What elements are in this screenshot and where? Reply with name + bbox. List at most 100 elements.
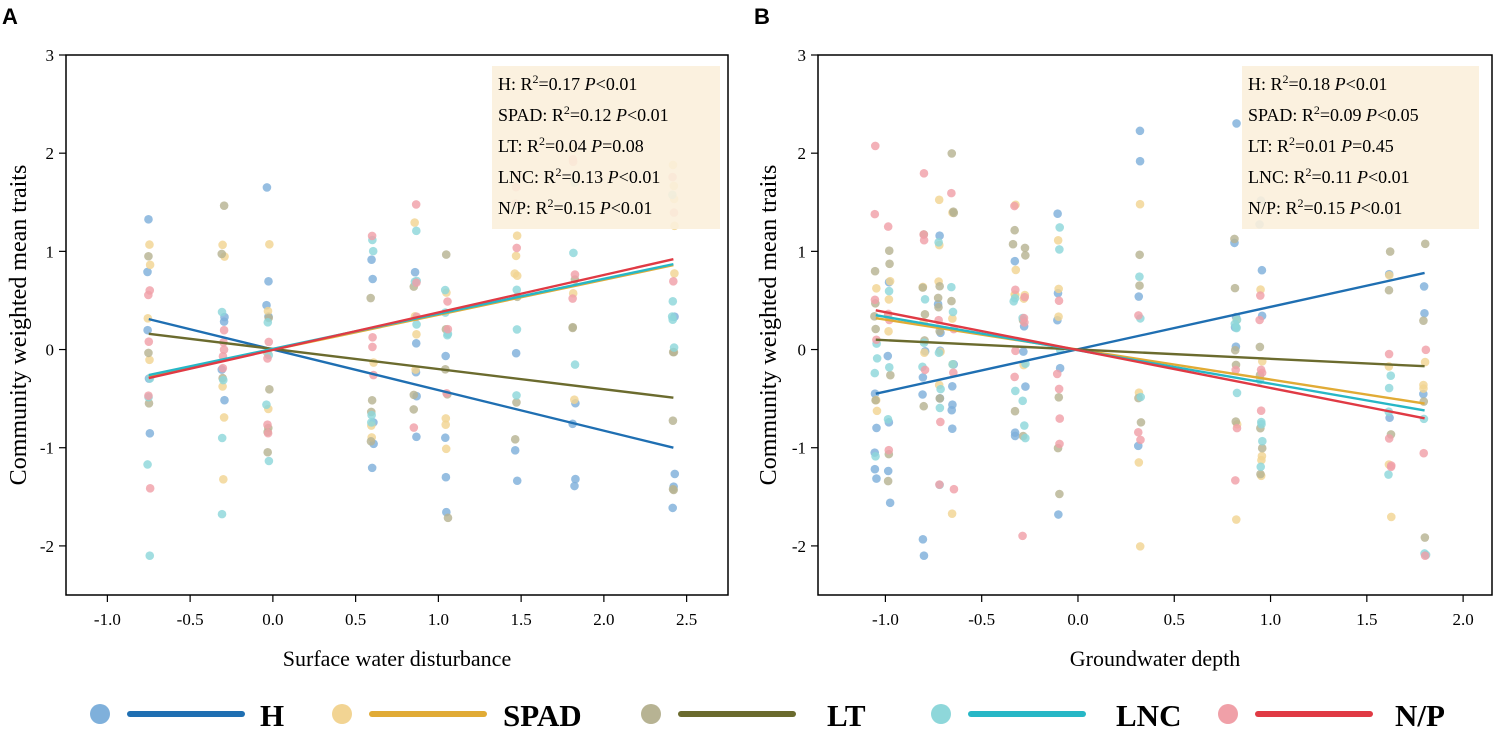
panel-a-point-lnc xyxy=(217,509,227,519)
panel-a-point-lnc xyxy=(412,320,421,329)
panel-b-point-lt xyxy=(1230,283,1240,293)
panel-a-point-lt xyxy=(144,251,153,261)
panel-a-point-spad xyxy=(441,414,451,423)
panel-b-point-np xyxy=(1011,346,1020,356)
panel-b-point-lnc xyxy=(883,415,893,424)
panel-b-point-np xyxy=(1255,315,1264,325)
panel-b-point-spad xyxy=(884,327,893,336)
panel-b-point-spad xyxy=(1054,312,1063,321)
panel-a-point-h xyxy=(143,267,152,277)
panel-b-point-h xyxy=(947,424,957,433)
panel-b-point-h xyxy=(883,466,893,476)
panel-b-point-lt xyxy=(1420,239,1430,249)
legend-marker-h xyxy=(90,704,110,724)
panel-b-point-spad xyxy=(1135,542,1145,551)
panel-b-point-h xyxy=(872,423,881,433)
panel-b-point-lnc xyxy=(1009,296,1018,306)
panel-b-point-lt xyxy=(871,324,880,334)
panel-b-point-h xyxy=(872,474,881,483)
panel-a-point-lnc xyxy=(668,315,678,324)
panel-b-x-tick-label: 1.0 xyxy=(1260,610,1281,629)
panel-a-point-lnc xyxy=(512,391,521,400)
panel-a-point-np xyxy=(443,297,452,306)
panel-b-x-tick-label: 0.5 xyxy=(1164,610,1185,629)
panel-b-point-lt xyxy=(1020,243,1030,253)
panel-a-point-np xyxy=(411,200,421,209)
panel-a-point-h xyxy=(262,183,272,192)
panel-b-point-lnc xyxy=(1384,470,1393,479)
legend-marker-lt xyxy=(641,704,661,724)
panel-b-point-np xyxy=(1010,372,1019,382)
panel-a-point-spad xyxy=(570,395,579,404)
panel-b-point-spad xyxy=(920,348,929,357)
panel-a-point-np xyxy=(443,324,453,334)
panel-a-fit-line-h xyxy=(148,317,674,449)
panel-a-point-spad xyxy=(219,474,228,484)
panel-b-point-np xyxy=(949,484,959,494)
panel-b-point-np xyxy=(949,368,958,377)
panel-b-point-h xyxy=(1135,126,1145,136)
panel-a-point-h xyxy=(145,429,155,438)
panel-b-point-lt xyxy=(1135,281,1144,290)
legend-marker-spad xyxy=(332,704,352,724)
panel-a-stats-box xyxy=(492,66,720,229)
panel-a-point-lt xyxy=(219,201,229,210)
panel-a-x-tick-label: 2.0 xyxy=(593,610,614,629)
panel-b-point-lt xyxy=(1135,250,1144,260)
panel-a-fit-line-np xyxy=(148,258,674,380)
panel-a-point-spad xyxy=(143,313,153,323)
panel-a-x-tick-label: 0.5 xyxy=(345,610,366,629)
legend: H SPAD LT LNC N/P xyxy=(90,698,1445,730)
panel-b-point-np xyxy=(883,222,893,231)
panel-b-point-h xyxy=(870,389,880,399)
panel-a-point-spad xyxy=(145,260,155,270)
panel-b-point-lnc xyxy=(1384,383,1394,393)
panel-b-point-lt xyxy=(1385,247,1395,256)
panel-a-point-spad xyxy=(441,444,451,454)
panel-b-point-h xyxy=(1010,428,1020,437)
panel-b-point-spad xyxy=(872,284,881,293)
panel-b-point-np xyxy=(1019,313,1029,323)
panel-a-point-lnc xyxy=(569,248,578,258)
panel-a-point-np xyxy=(570,270,580,279)
panel-b-point-h xyxy=(935,231,944,240)
panel-b-x-axis-label: Groundwater depth xyxy=(1070,646,1240,671)
panel-b-point-lt xyxy=(935,394,945,403)
legend-label-np: N/P xyxy=(1395,698,1445,730)
panel-a-point-h xyxy=(412,432,421,442)
panel-a-y-axis-label: Community weighted mean traits xyxy=(6,165,32,486)
panel-b-point-np xyxy=(870,295,880,305)
panel-b-point-spad xyxy=(934,195,944,205)
panel-a-point-lnc xyxy=(367,418,376,427)
panel-b-point-lt xyxy=(1230,234,1239,244)
panel-b-point-np xyxy=(1256,365,1266,375)
panel-b-plot-area xyxy=(817,54,1493,596)
panel-a-point-np xyxy=(144,337,154,346)
panel-a-point-lt xyxy=(409,405,419,414)
panel-b-point-np xyxy=(1386,461,1396,470)
panel-a-point-np xyxy=(409,423,419,432)
panel-b-point-lt xyxy=(1420,533,1430,542)
panel-a-point-spad xyxy=(263,306,273,316)
panel-b-y-axis-label: Community weighted mean traits xyxy=(756,165,782,486)
panel-b-point-h xyxy=(1053,209,1062,219)
panel-a-point-lt xyxy=(263,447,272,457)
panel-b-point-lt xyxy=(885,259,894,269)
panel-b-point-np xyxy=(1055,414,1065,423)
panel-a-point-lt xyxy=(668,484,678,494)
panel-b-point-spad xyxy=(948,314,957,323)
panel-b-point-h xyxy=(918,390,927,399)
panel-a-point-lnc xyxy=(218,375,228,385)
panel-b-point-np xyxy=(1133,427,1143,437)
panel-a-plot-area xyxy=(65,54,729,596)
panel-a-stats: H: R2=0.17 P<0.01 SPAD: R2=0.12 P<0.01 LT:… xyxy=(498,72,669,218)
panel-b-point-lt xyxy=(1230,345,1240,355)
panel-b-point-np xyxy=(1421,345,1431,355)
panel-b-point-np xyxy=(1134,311,1143,320)
panel-b-points xyxy=(870,119,1431,561)
panel-b-point-lt xyxy=(947,149,957,158)
panel-b-point-lt xyxy=(934,302,943,312)
panel-b-point-lnc xyxy=(1386,371,1396,380)
panel-b-point-np xyxy=(1054,296,1064,306)
panel-a-point-spad xyxy=(441,420,451,429)
